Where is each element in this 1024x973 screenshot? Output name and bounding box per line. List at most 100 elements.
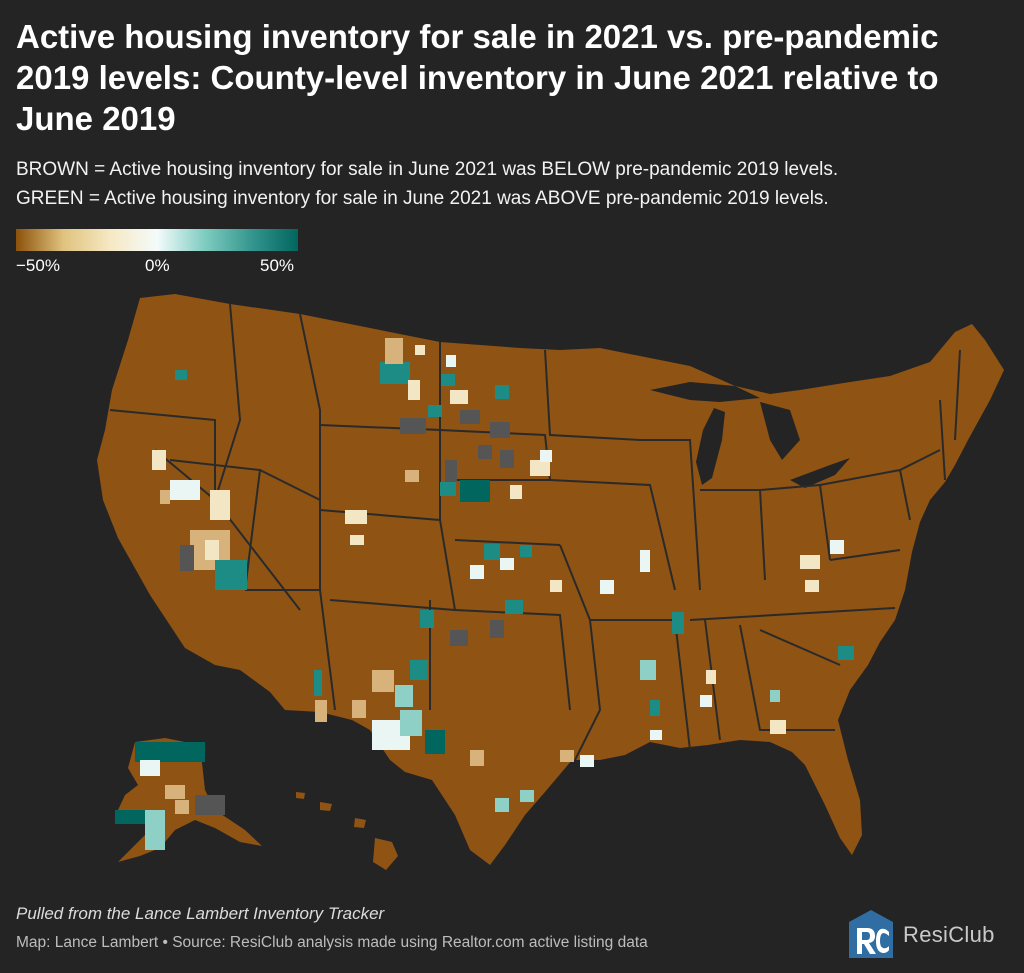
color-legend: −50% 0% 50% — [16, 229, 298, 277]
county-patch — [445, 460, 457, 482]
border-line — [674, 619, 691, 751]
county-highlights — [115, 338, 854, 850]
county-patch — [314, 670, 322, 696]
county-patch — [440, 482, 456, 496]
border-line — [829, 549, 901, 561]
county-patch — [210, 490, 230, 520]
border-line — [759, 629, 841, 666]
county-patch — [672, 612, 684, 634]
county-patch — [490, 422, 510, 438]
border-line — [939, 399, 946, 481]
county-patch — [415, 345, 425, 355]
county-patch — [650, 700, 660, 716]
county-patch — [495, 798, 509, 812]
hawaii-kauai — [296, 792, 305, 799]
border-line — [549, 479, 676, 591]
county-patch — [145, 810, 165, 850]
county-patch — [640, 660, 656, 680]
county-patch — [352, 700, 366, 718]
county-patch — [175, 370, 187, 380]
county-patch — [495, 385, 509, 399]
us-county-map — [97, 294, 1004, 870]
brand-name: ResiClub — [903, 922, 995, 947]
county-patch — [770, 690, 780, 702]
footer-note: Pulled from the Lance Lambert Inventory … — [16, 904, 385, 923]
county-patch — [400, 418, 426, 434]
lake-huron-shape — [760, 402, 800, 460]
county-patch — [580, 755, 594, 767]
county-patch — [600, 580, 614, 594]
legend-max-label: 50% — [260, 256, 295, 275]
border-line — [739, 624, 835, 731]
county-patch — [510, 485, 522, 499]
county-patch — [428, 405, 442, 417]
county-patch — [170, 480, 200, 500]
county-patch — [560, 750, 574, 762]
county-patch — [315, 700, 327, 722]
border-line — [689, 607, 896, 621]
county-patch — [520, 545, 532, 557]
county-patch — [152, 450, 166, 470]
resiclub-icon — [849, 910, 893, 958]
county-patch — [540, 450, 552, 462]
county-patch — [400, 710, 422, 736]
legend-mid-label: 0% — [145, 256, 170, 275]
map-subtitle: BROWN = Active housing inventory for sal… — [16, 155, 1016, 213]
county-patch — [640, 550, 650, 572]
county-patch — [805, 580, 819, 592]
county-patch — [175, 800, 189, 814]
county-patch — [650, 730, 662, 740]
county-patch — [530, 460, 550, 476]
map-title: Active housing inventory for sale in 202… — [16, 18, 939, 137]
hawaii-maui — [354, 818, 366, 828]
county-patch — [408, 380, 420, 400]
county-patch — [500, 558, 514, 570]
county-patch — [446, 355, 456, 367]
county-patch — [345, 510, 367, 524]
border-line — [454, 609, 571, 711]
lake-superior-shape — [650, 382, 760, 402]
county-patch — [520, 790, 534, 802]
hawaii-big-island — [373, 838, 398, 870]
border-line — [544, 349, 641, 441]
county-patch — [770, 720, 786, 734]
county-patch — [380, 362, 410, 384]
county-patch — [441, 374, 455, 386]
county-patch — [215, 560, 247, 590]
county-patch — [195, 795, 225, 815]
county-patch — [470, 565, 484, 579]
county-patch — [460, 480, 490, 502]
subtitle-brown-line: BROWN = Active housing inventory for sal… — [16, 159, 839, 180]
lake-michigan-shape — [696, 408, 725, 485]
legend-min-label: −50% — [16, 256, 60, 275]
border-line — [109, 409, 216, 500]
county-patch — [478, 445, 492, 459]
county-patch — [180, 545, 194, 571]
border-line — [899, 469, 911, 521]
county-patch — [405, 470, 419, 482]
county-patch — [450, 390, 468, 404]
border-line — [319, 424, 441, 522]
footer-source: Map: Lance Lambert • Source: ResiClub an… — [16, 934, 648, 951]
county-patch — [450, 630, 468, 646]
county-patch — [550, 580, 562, 592]
county-patch — [385, 338, 403, 364]
county-patch — [205, 540, 219, 560]
county-patch — [484, 544, 500, 560]
county-patch — [470, 750, 484, 766]
county-patch — [395, 685, 413, 707]
border-line — [454, 539, 561, 546]
border-line — [574, 619, 602, 761]
county-patch — [700, 695, 712, 707]
lake-erie-shape — [790, 458, 850, 488]
county-patch — [135, 742, 205, 762]
county-patch — [490, 620, 504, 638]
subtitle-green-line: GREEN = Active housing inventory for sal… — [16, 188, 829, 209]
county-patch — [420, 610, 434, 628]
county-patch — [706, 670, 716, 684]
hawaii-oahu — [320, 802, 332, 811]
county-patch — [372, 670, 394, 692]
legend-gradient-bar — [16, 229, 298, 251]
border-line — [214, 303, 242, 501]
county-patch — [500, 450, 514, 468]
